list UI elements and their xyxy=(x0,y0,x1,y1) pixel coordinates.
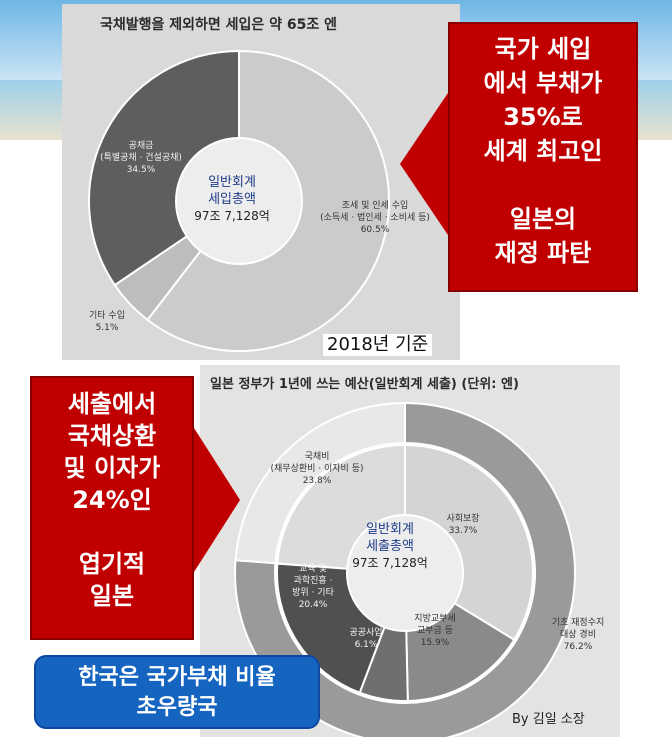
slice-pct: 76.2% xyxy=(563,642,593,652)
slice-label-social: 사회보장 33.7% xyxy=(428,513,498,537)
expenditure-outer-slice-1 xyxy=(234,401,406,565)
slice-label-line: (특별공채 · 건설공채) xyxy=(100,153,182,163)
slice-label-line: 국채비 xyxy=(304,452,330,462)
callout-line xyxy=(30,516,194,548)
expenditure-donut-chart xyxy=(234,401,576,737)
callout-line: 35%로 xyxy=(503,103,583,131)
expenditure-chart-title: 일본 정부가 1년에 쓰는 예산(일반회계 세출) (단위: 엔) xyxy=(210,377,519,392)
callout-line: 세출에서 xyxy=(67,390,157,418)
slice-pct: 5.1% xyxy=(95,323,119,333)
slice-pct: 15.9% xyxy=(420,638,450,648)
center-line: 세입총액 xyxy=(208,192,256,207)
callout-line: 에서 부채가 xyxy=(483,69,603,97)
center-line: 97조 7,128억 xyxy=(352,556,428,570)
year-note: 2018년 기준 xyxy=(323,334,433,356)
callout-line xyxy=(448,168,638,202)
slice-label-line: 교부금 등 xyxy=(417,626,453,636)
slice-label-line: 대상 경비 xyxy=(560,630,596,640)
slice-pct: 34.5% xyxy=(126,165,156,175)
center-line: 일반회계 xyxy=(208,175,256,190)
slice-label-public-works: 공공사업 6.1% xyxy=(338,627,394,651)
callout-line: 24%인 xyxy=(72,486,152,514)
slice-pct: 6.1% xyxy=(354,640,378,650)
revenue-center-disk xyxy=(175,137,303,265)
slice-label-line: 과학진흥 · xyxy=(293,576,333,586)
slice-label-line: 조세 및 인세 수입 xyxy=(341,201,409,211)
slice-pct: 60.5% xyxy=(360,225,390,235)
callout-line: 국가 세입 xyxy=(494,35,592,63)
left-arrow-shape xyxy=(400,90,450,238)
slice-label-line: 방위 · 기타 xyxy=(292,588,334,598)
callout-line: 국채상환 xyxy=(67,422,157,450)
slice-pct: 20.4% xyxy=(298,600,328,610)
slice-label-debt: 국채비 (채무상환비 · 이자비 등) 23.8% xyxy=(252,451,382,487)
revenue-center-label: 일반회계 세입총액 97조 7,128억 xyxy=(184,174,280,225)
revenue-chart-title: 국채발행을 제외하면 세입은 약 65조 엔 xyxy=(100,17,338,33)
callout-line: 일본 xyxy=(89,582,135,610)
slice-label-line: 공채금 xyxy=(128,141,154,151)
callout-japan-expenditure: 세출에서 국채상환 및 이자가 24%인 엽기적 일본 xyxy=(30,376,194,640)
slice-pct: 33.7% xyxy=(448,526,478,536)
expenditure-center-disk xyxy=(346,514,464,632)
slice-label-line: (채무상환비 · 이자비 등) xyxy=(270,464,364,474)
center-line: 97조 7,128억 xyxy=(194,209,270,223)
slice-label-education: 교육 및 과학진흥 · 방위 · 기타 20.4% xyxy=(278,563,348,611)
slice-label-line: 교육 및 xyxy=(299,564,327,574)
korea-callout: 한국은 국가부채 비율 초우량국 xyxy=(34,655,320,729)
slice-label-other: 기타 수입 5.1% xyxy=(72,310,142,334)
slice-label-line: 사회보장 xyxy=(446,514,480,524)
slice-label-line: 기초 재정수지 xyxy=(551,618,605,628)
slice-label-taxes: 조세 및 인세 수입 (소득세 · 법인세 · 소비세 등) 60.5% xyxy=(310,200,440,236)
byline: By 김일 소장 xyxy=(512,712,585,727)
callout-line: 세계 최고인 xyxy=(483,137,603,165)
callout-line: 및 이자가 xyxy=(63,454,161,482)
korea-line: 한국은 국가부채 비율 xyxy=(78,665,276,690)
callout-line: 일본의 xyxy=(509,205,577,233)
slice-pct: 23.8% xyxy=(302,476,332,486)
center-line: 일반회계 xyxy=(366,522,414,537)
right-arrow-shape xyxy=(194,428,240,572)
revenue-slice-2 xyxy=(88,49,240,287)
callout-line: 재정 파탄 xyxy=(494,239,592,267)
revenue-chart-photo: 국채발행을 제외하면 세입은 약 65조 엔 조세 및 인세 수입 (소득세 ·… xyxy=(62,4,460,360)
slice-label-line: 지방교부세 xyxy=(414,614,456,624)
slice-label-line: (소득세 · 법인세 · 소비세 등) xyxy=(320,213,430,223)
slice-label-line: 기타 수입 xyxy=(89,311,125,321)
callout-japan-revenue: 국가 세입 에서 부채가 35%로 세계 최고인 일본의 재정 파탄 xyxy=(448,22,638,292)
slice-label-line: 공공사업 xyxy=(349,628,383,638)
revenue-pie-chart xyxy=(88,49,390,352)
korea-line: 초우량국 xyxy=(136,695,218,720)
expenditure-outer-slice-0 xyxy=(234,401,576,737)
slice-label-bonds: 공채금 (특별공채 · 건설공채) 34.5% xyxy=(86,140,196,176)
slice-label-primary-balance: 기초 재정수지 대상 경비 76.2% xyxy=(538,617,618,653)
expenditure-center-label: 일반회계 세출총액 97조 7,128억 xyxy=(342,521,438,572)
callout-line: 엽기적 xyxy=(78,550,146,578)
center-line: 세출총액 xyxy=(366,539,414,554)
slice-label-local: 지방교부세 교부금 등 15.9% xyxy=(400,613,470,649)
